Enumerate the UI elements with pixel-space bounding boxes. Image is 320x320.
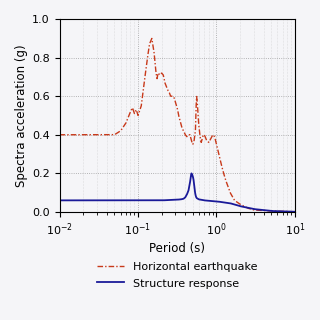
Y-axis label: Spectra acceleration (g): Spectra acceleration (g) xyxy=(15,44,28,187)
Horizontal earthquake xyxy=(158,73,162,77)
Legend: Horizontal earthquake, Structure response: Horizontal earthquake, Structure respons… xyxy=(91,256,263,294)
X-axis label: Period (s): Period (s) xyxy=(149,243,205,255)
Structure response xyxy=(263,208,267,212)
Line: Structure response: Structure response xyxy=(60,173,295,212)
Line: Horizontal earthquake: Horizontal earthquake xyxy=(60,38,295,212)
Horizontal earthquake xyxy=(263,209,267,212)
Structure response xyxy=(293,210,297,214)
Structure response xyxy=(288,210,292,213)
Horizontal earthquake xyxy=(288,210,292,213)
Structure response xyxy=(99,198,102,202)
Structure response xyxy=(158,198,162,202)
Horizontal earthquake xyxy=(293,210,297,214)
Horizontal earthquake xyxy=(99,133,102,137)
Structure response xyxy=(189,172,193,175)
Structure response xyxy=(58,198,61,202)
Horizontal earthquake xyxy=(84,133,88,137)
Horizontal earthquake xyxy=(148,41,152,45)
Horizontal earthquake xyxy=(58,133,61,137)
Horizontal earthquake xyxy=(150,36,154,40)
Structure response xyxy=(84,198,88,202)
Structure response xyxy=(148,198,152,202)
